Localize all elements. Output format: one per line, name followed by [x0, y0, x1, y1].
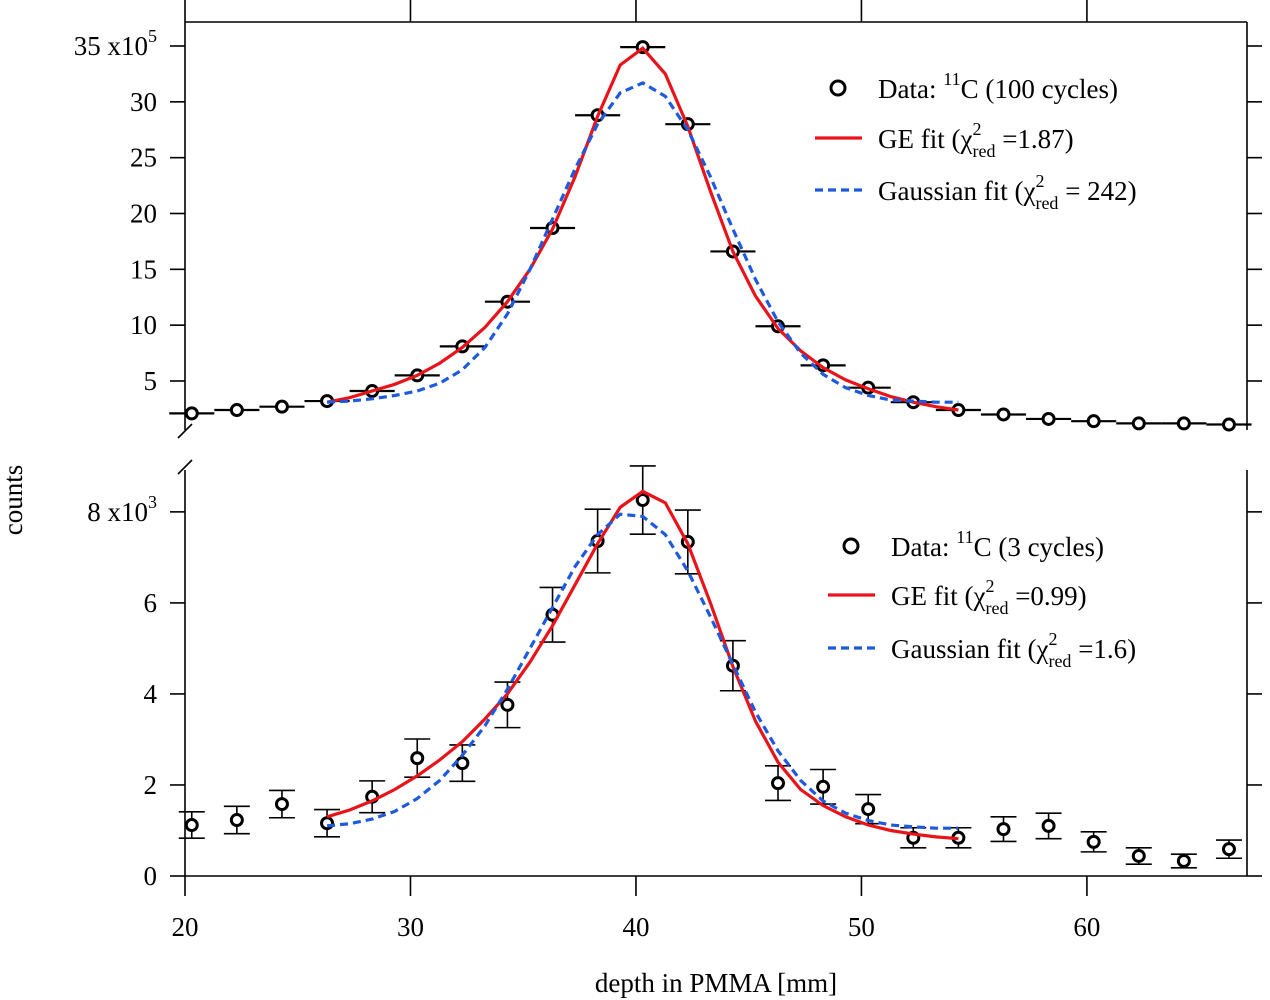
label-sub: red [985, 598, 1008, 618]
legend-label: Gaussian fit (χ2 red =1.6) [891, 629, 1136, 671]
y-tick-label: 8 x103 [87, 492, 157, 527]
data-point [635, 493, 650, 508]
data-point [1176, 416, 1191, 431]
label-sub: red [1048, 651, 1071, 671]
y-tick-label: 30 [130, 87, 157, 117]
tick-label-text: 35 x10 [74, 31, 148, 61]
label-tail: C (100 cycles) [961, 74, 1118, 104]
x-axis-label: depth in PMMA [mm] [595, 968, 837, 998]
label-sup: 2 [1048, 629, 1057, 649]
data-point [274, 399, 289, 414]
data-point [184, 818, 199, 833]
legend-label: GE fit (χ2 red =0.99) [891, 576, 1087, 618]
legend-label: Gaussian fit (χ2 red = 242) [878, 171, 1137, 213]
x-tick-label: 50 [848, 912, 875, 942]
y-tick-label: 4 [144, 679, 158, 709]
legend-marker [829, 79, 847, 97]
x-tick-label: 40 [622, 912, 649, 942]
data-point [1086, 414, 1101, 429]
fit-line [327, 81, 959, 404]
label-tail: =1.87) [995, 124, 1073, 154]
y-tick-label: 15 [130, 254, 157, 284]
label-tail: =1.6) [1071, 634, 1136, 664]
x-tick-label: 60 [1073, 912, 1100, 942]
label-sup: 11 [956, 527, 973, 547]
data-point [229, 403, 244, 418]
data-point [1131, 848, 1146, 863]
data-point [1221, 417, 1236, 432]
legend-label: GE fit (χ2 red =1.87) [878, 119, 1074, 161]
fit-line [326, 489, 959, 841]
label-tail: =0.99) [1008, 581, 1086, 611]
fit-line [326, 46, 959, 412]
data-point [1041, 818, 1056, 833]
tick-label-text: 8 x10 [87, 497, 148, 527]
data-point [184, 406, 199, 421]
label-sub: red [1035, 193, 1058, 213]
label-sup: 2 [985, 576, 994, 596]
label-text: Data: [878, 74, 943, 104]
data-point [996, 822, 1011, 837]
label-text: Gaussian fit (χ [891, 634, 1048, 664]
data-point [1086, 834, 1101, 849]
label-sub: red [972, 141, 995, 161]
fit-line [326, 512, 959, 830]
data-point [500, 697, 515, 712]
label-text: Gaussian fit (χ [878, 176, 1035, 206]
y-tick-label: 20 [130, 198, 157, 228]
data-point [229, 813, 244, 828]
y-axis-label: counts [0, 465, 28, 536]
data-point [771, 776, 786, 791]
y-tick-label: 25 [130, 143, 157, 173]
label-text: Data: [891, 532, 956, 562]
data-point [996, 407, 1011, 422]
label-sup: 2 [1035, 171, 1044, 191]
label-text: GE fit (χ [891, 581, 985, 611]
legend-label: Data: 11C (3 cycles) [891, 527, 1104, 562]
legend-marker [842, 537, 860, 555]
data-point [1221, 842, 1236, 857]
data-point [274, 797, 289, 812]
y-tick-label: 6 [144, 588, 158, 618]
label-sup: 2 [972, 119, 981, 139]
y-tick-label: 35 x105 [74, 26, 157, 61]
data-point [410, 751, 425, 766]
data-point [816, 779, 831, 794]
tick-label-sup: 3 [148, 492, 157, 512]
axis-break [177, 459, 193, 475]
data-point [1041, 411, 1056, 426]
label-text: GE fit (χ [878, 124, 972, 154]
data-point [455, 756, 470, 771]
data-point [861, 802, 876, 817]
axis-break [177, 423, 193, 439]
y-tick-label: 5 [144, 366, 158, 396]
legend-label: Data: 11C (100 cycles) [878, 69, 1118, 104]
data-point [1176, 853, 1191, 868]
label-tail: = 242) [1058, 176, 1136, 206]
y-tick-label: 10 [130, 310, 157, 340]
label-sup: 11 [943, 69, 960, 89]
x-tick-label: 20 [172, 912, 199, 942]
x-tick-label: 30 [397, 912, 424, 942]
y-tick-label: 2 [144, 770, 158, 800]
label-tail: C (3 cycles) [974, 532, 1104, 562]
y-tick-label: 0 [144, 861, 158, 891]
data-point [1131, 416, 1146, 431]
tick-label-sup: 5 [148, 26, 157, 46]
